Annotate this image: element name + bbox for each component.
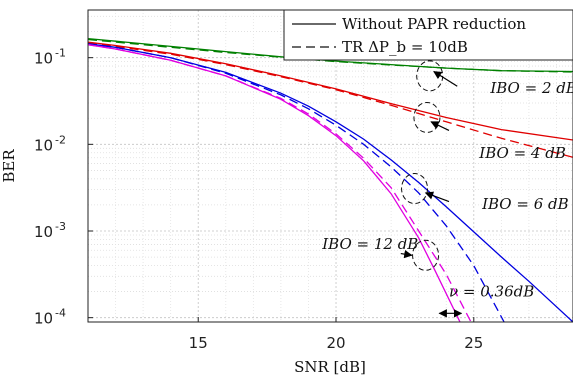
- y-tick-label: 10: [34, 223, 53, 241]
- annotation-label: IBO = 6 dB: [481, 195, 569, 213]
- annotation-arrow: [433, 71, 458, 87]
- y-tick-label: 10: [34, 136, 53, 154]
- y-tick-label: 10: [34, 50, 53, 68]
- series-line-5: [88, 43, 505, 322]
- annotation-circle: [416, 60, 444, 92]
- annotation-circle: [413, 101, 441, 133]
- x-tick-label: 25: [464, 334, 483, 352]
- y-axis-label: BER: [0, 149, 18, 183]
- x-tick-label: 15: [189, 334, 208, 352]
- y-tick-exponent: -1: [55, 47, 66, 60]
- annotation-label: ν = 0.36dB: [449, 283, 534, 301]
- legend-box: [283, 9, 573, 61]
- series-layer: [88, 37, 573, 322]
- annotation-arrow: [400, 249, 413, 259]
- plot-background: [88, 10, 573, 322]
- y-tick-exponent: -3: [55, 220, 66, 233]
- y-tick-label: 10: [34, 310, 53, 328]
- x-axis-label: SNR [dB]: [294, 358, 366, 376]
- annotation-label: IBO = 4 dB: [478, 144, 566, 162]
- x-tick-label: 20: [326, 334, 345, 352]
- legend: Without PAPR reduction TR ΔP_b = 10dB: [283, 9, 573, 61]
- series-line-3: [88, 42, 573, 158]
- annotation-label: IBO = 12 dB: [321, 235, 418, 253]
- y-tick-exponent: -2: [55, 133, 66, 146]
- annotation-layer: IBO = 2 dB IBO = 4 dB IBO = 6 dB IBO = 12 d…: [321, 60, 573, 318]
- y-tick-exponent: -4: [55, 307, 66, 320]
- annotation-arrow: [424, 191, 450, 203]
- annotation-circle: [401, 173, 429, 205]
- series-line-2: [88, 41, 573, 141]
- legend-label-solid: Without PAPR reduction: [342, 15, 526, 33]
- annotation-arrow: [430, 121, 450, 132]
- legend-label-dashed: TR ΔP_b = 10dB: [342, 38, 468, 56]
- annotation-label: IBO = 2 dB: [489, 79, 573, 97]
- series-line-7: [88, 44, 472, 322]
